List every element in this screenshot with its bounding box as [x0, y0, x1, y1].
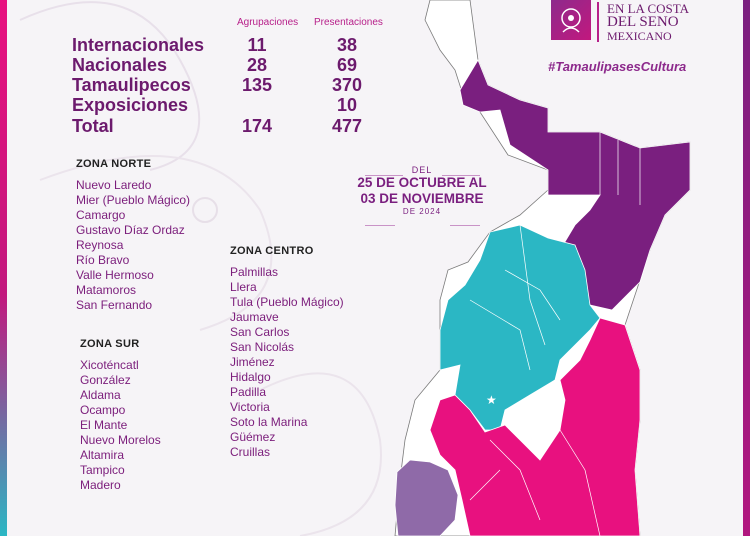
hashtag: #TamaulipasesCultura: [548, 59, 687, 74]
list-item: Xicoténcatl: [80, 358, 139, 372]
stat-label: Tamaulipecos: [72, 75, 191, 95]
list-item: Madero: [80, 478, 121, 492]
logo-divider: [597, 2, 599, 42]
zona-norte-list: Nuevo Laredo Mier (Pueblo Mágico) Camarg…: [76, 178, 190, 313]
stat-presentaciones: 477: [331, 116, 363, 136]
list-item: Río Bravo: [76, 253, 130, 267]
list-item: González: [80, 373, 131, 387]
map-region-norte: [459, 59, 691, 311]
list-item: Valle Hermoso: [76, 268, 154, 282]
list-item: Cruillas: [230, 445, 271, 459]
stat-presentaciones: 370: [331, 75, 363, 95]
list-item: Güémez: [230, 430, 276, 444]
date-divider: [450, 225, 480, 226]
list-item: Soto la Marina: [230, 415, 308, 429]
zona-norte-title: ZONA NORTE: [76, 158, 152, 170]
list-item: Camargo: [76, 208, 126, 222]
list-item: Altamira: [80, 448, 125, 462]
list-item: Matamoros: [76, 283, 137, 297]
stat-presentaciones: 69: [336, 55, 358, 75]
list-item: Nuevo Morelos: [80, 433, 161, 447]
stat-agrupaciones: 28: [246, 55, 268, 75]
map-borders: [469, 132, 641, 536]
list-item: Mier (Pueblo Mágico): [76, 193, 191, 207]
zona-centro-list: Palmillas Llera Tula (Pueblo Mágico) Jau…: [230, 265, 344, 460]
date-line-2: 03 DE NOVIEMBRE: [360, 191, 484, 206]
list-item: Nuevo Laredo: [76, 178, 152, 192]
header-agrupaciones: Agrupaciones: [237, 17, 299, 28]
list-item: Ocampo: [80, 403, 126, 417]
stat-presentaciones: 38: [336, 35, 358, 55]
list-item: Reynosa: [76, 238, 124, 252]
list-item: San Fernando: [76, 298, 153, 312]
right-accent-bar: [743, 0, 750, 536]
zona-sur-list: Xicoténcatl González Aldama Ocampo El Ma…: [80, 358, 161, 493]
list-item: Victoria: [230, 400, 270, 414]
logo-text: EN LA COSTA DEL SENO MEXICANO: [607, 2, 697, 43]
list-item: El Mante: [80, 418, 128, 432]
list-item: Aldama: [80, 388, 121, 402]
list-item: Jiménez: [230, 355, 275, 369]
list-item: Tula (Pueblo Mágico): [230, 295, 344, 309]
list-item: Palmillas: [230, 265, 279, 279]
stat-label: Internacionales: [72, 35, 205, 55]
left-accent-bar: [0, 0, 7, 536]
list-item: Hidalgo: [230, 370, 271, 384]
list-item: Gustavo Díaz Ordaz: [76, 223, 185, 237]
stat-label: Nacionales: [72, 55, 168, 75]
list-item: Tampico: [80, 463, 125, 477]
date-del: DEL: [411, 165, 433, 175]
logo-line-1: EN LA COSTA: [607, 1, 690, 16]
logo-line-3: MEXICANO: [607, 29, 672, 43]
map-region-tula: [394, 459, 459, 536]
stat-agrupaciones: 135: [241, 75, 273, 95]
stat-agrupaciones: 174: [241, 116, 273, 136]
list-item: Llera: [230, 280, 257, 294]
header-presentaciones: Presentaciones: [314, 17, 383, 28]
date-divider: [365, 175, 403, 176]
capital-star-icon: ★: [486, 393, 497, 407]
date-line-1: 25 DE OCTUBRE AL: [357, 175, 487, 190]
date-year: DE 2024: [402, 207, 442, 216]
date-divider: [442, 175, 480, 176]
list-item: San Carlos: [230, 325, 290, 339]
list-item: San Nicolás: [230, 340, 295, 354]
date-box: DEL 25 DE OCTUBRE AL 03 DE NOVIEMBRE DE …: [342, 165, 502, 216]
logo-line-2: DEL SENO: [607, 14, 679, 30]
list-item: Padilla: [230, 385, 267, 399]
tamaulipas-map: ★: [394, 0, 691, 536]
logo-icon: [551, 0, 591, 40]
stat-presentaciones: 10: [336, 95, 358, 115]
map-region-centro: [439, 224, 601, 431]
list-item: Jaumave: [230, 310, 279, 324]
stat-label: Exposiciones: [72, 95, 189, 115]
date-divider: [365, 225, 395, 226]
stat-label: Total: [72, 116, 114, 136]
stat-agrupaciones: 11: [247, 35, 267, 55]
zona-sur-title: ZONA SUR: [80, 338, 140, 350]
zona-centro-title: ZONA CENTRO: [230, 245, 314, 257]
